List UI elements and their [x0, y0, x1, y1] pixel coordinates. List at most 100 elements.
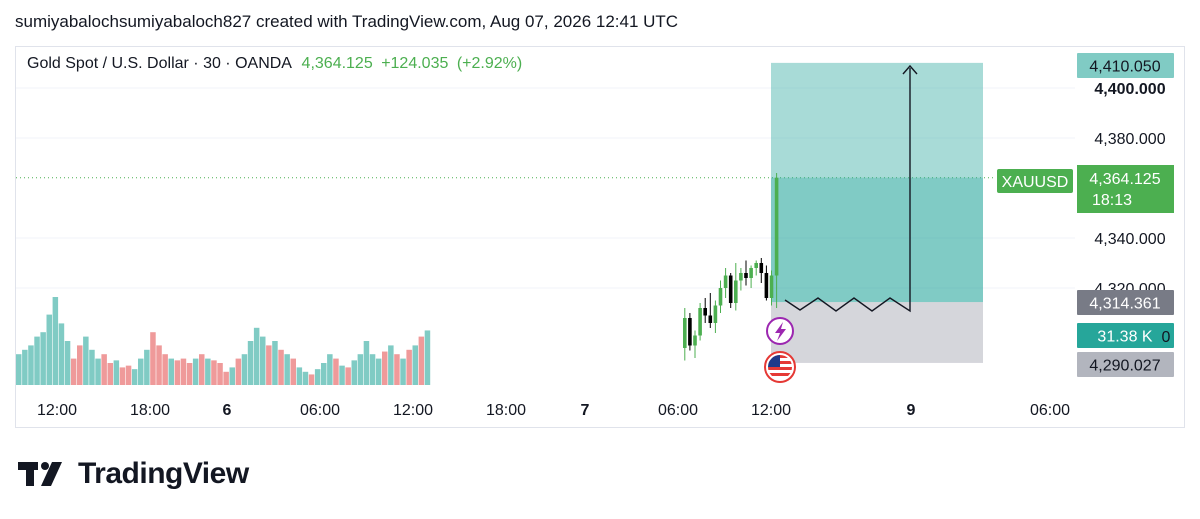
symbol-tag-bg — [997, 169, 1073, 193]
grid — [16, 87, 1075, 289]
volume-bar — [119, 367, 126, 385]
volume-bar — [125, 365, 132, 385]
volume-suffix: 0 — [1162, 329, 1171, 346]
volume-bar — [58, 323, 65, 385]
volume-bar — [77, 345, 83, 385]
volume-bar — [229, 367, 235, 385]
volume-bar — [369, 354, 376, 385]
volume-bar — [296, 367, 303, 385]
volume-bar — [278, 349, 284, 385]
volume-bar — [418, 336, 425, 385]
candle-body — [744, 273, 748, 278]
volume-bar — [266, 345, 272, 385]
volume-bar — [34, 336, 40, 385]
entry-price-label-bg — [1077, 290, 1174, 315]
candle-body — [713, 305, 718, 323]
volume-label-bg — [1077, 323, 1174, 348]
x-tick-label: 18:00 — [130, 402, 170, 419]
y-tick-label: 4,340.000 — [1094, 231, 1165, 248]
last-price: 4,364.125 — [301, 55, 373, 72]
volume-bar — [46, 314, 52, 385]
volume-bar — [290, 358, 296, 385]
lightning-event-icon[interactable] — [766, 317, 794, 345]
price-change-pct: (+2.92%) — [456, 55, 523, 72]
x-tick-label: 06:00 — [1030, 402, 1070, 419]
volume-bar — [107, 363, 113, 385]
volume-bar — [168, 358, 174, 385]
volume-bar — [22, 349, 28, 385]
symbol-tag: XAUUSD — [1002, 174, 1069, 191]
candle-body — [734, 280, 738, 303]
volume-bar — [52, 297, 59, 385]
volume-bar — [406, 349, 412, 385]
last-price-label: 4,364.125 — [1089, 171, 1160, 188]
countdown-label: 18:13 — [1092, 192, 1132, 209]
candle-body — [769, 275, 774, 298]
entry-price-label: 4,314.361 — [1089, 296, 1160, 313]
volume-bar — [351, 360, 357, 385]
volume-bar — [40, 332, 46, 385]
volume-bar — [272, 341, 278, 385]
volume-bar — [186, 363, 193, 385]
time-axis: 12:00 18:00 6 06:00 12:00 18:00 7 06:00 12:00 9 06… — [37, 402, 1070, 419]
y-tick-label: 4,380.000 — [1094, 131, 1165, 148]
profit-zone — [771, 62, 983, 303]
volume-bar — [382, 351, 388, 385]
volume-bar — [400, 358, 406, 385]
candle-body — [688, 318, 692, 346]
candle-body — [703, 308, 707, 316]
long-position-tool[interactable] — [771, 62, 983, 363]
volume-bar — [131, 369, 138, 385]
volume-bar — [375, 358, 382, 385]
candle-body — [749, 268, 753, 278]
candle-body — [739, 273, 743, 281]
loss-zone — [771, 302, 983, 363]
volume-bar — [180, 358, 187, 385]
volume-bar — [424, 330, 431, 385]
volume-bar — [308, 374, 315, 385]
volume-bar — [223, 371, 229, 385]
volume-bar — [235, 358, 242, 385]
volume-bar — [89, 349, 95, 385]
volume-bar — [144, 349, 150, 385]
volume-bar — [327, 354, 333, 385]
volume-bar — [241, 354, 248, 385]
stop-price-label: 4,290.027 — [1089, 358, 1160, 375]
candle-body — [754, 263, 758, 268]
volume-bar — [321, 363, 327, 385]
candle-body — [728, 275, 733, 303]
us-flag-icon[interactable] — [764, 351, 796, 383]
candle-body — [693, 335, 697, 346]
price-axis: 4,380.0004,340.0004,320.0004,400.0004,41… — [997, 53, 1174, 377]
volume-bar — [192, 358, 199, 385]
volume-bar — [95, 358, 101, 385]
volume-bar — [199, 354, 205, 385]
target-price-label-bg — [1077, 53, 1174, 78]
volume-bar — [205, 358, 211, 385]
projection-path — [784, 68, 911, 313]
volume-bar — [357, 354, 364, 385]
tradingview-logo-icon — [18, 462, 62, 486]
candle-body — [698, 308, 702, 336]
candle-body — [764, 273, 769, 298]
volume-bar — [101, 354, 107, 385]
volume-bar — [253, 327, 260, 385]
candle-body — [774, 177, 779, 276]
candle-body — [708, 315, 713, 323]
projection-arrow — [902, 64, 918, 75]
volume-bar — [284, 354, 290, 385]
volume-bar — [174, 360, 181, 385]
x-tick-label: 7 — [581, 402, 590, 419]
volume-bar — [302, 371, 309, 385]
volume-bar — [162, 354, 168, 385]
candle-body — [759, 263, 764, 273]
volume-bar — [211, 360, 217, 385]
last-price-label-bg — [1077, 165, 1174, 213]
volume-bar — [16, 354, 22, 385]
volume-bar — [345, 367, 351, 385]
tradingview-logo: TradingView — [18, 456, 249, 492]
volume-bar — [247, 341, 254, 385]
volume-bar — [156, 345, 162, 385]
volume-bar — [333, 358, 339, 385]
